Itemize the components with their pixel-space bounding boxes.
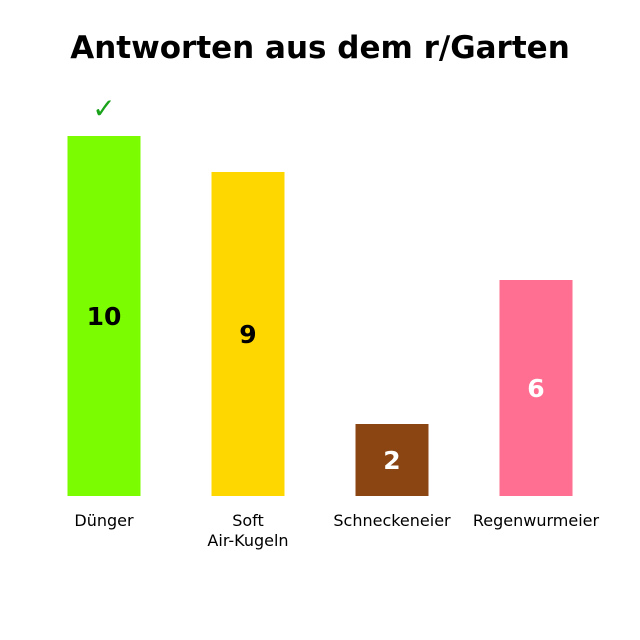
checkmark-icon: ✓ — [92, 92, 115, 125]
bar-schneckeneier — [355, 424, 429, 496]
category-label-soft-air-kugeln-line-1: Soft — [232, 511, 264, 530]
value-label-regenwurmeier: 6 — [527, 374, 544, 403]
category-label-dünger: Dünger — [74, 511, 134, 530]
bar-dünger — [67, 136, 141, 496]
category-label-soft-air-kugeln-line-2: Air-Kugeln — [207, 531, 288, 550]
chart-title: Antworten aus dem r/Garten — [70, 30, 570, 66]
value-label-soft-air-kugeln: 9 — [239, 320, 256, 349]
value-label-schneckeneier: 2 — [383, 446, 400, 475]
category-label-schneckeneier: Schneckeneier — [333, 511, 451, 530]
value-label-dünger: 10 — [87, 302, 122, 331]
bar-soft-air-kugeln — [211, 172, 285, 496]
bar-regenwurmeier — [499, 280, 573, 496]
category-label-regenwurmeier: Regenwurmeier — [473, 511, 600, 530]
